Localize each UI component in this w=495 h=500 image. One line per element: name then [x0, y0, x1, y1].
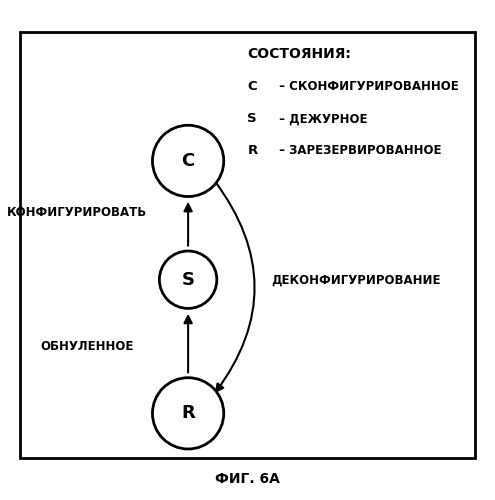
Circle shape: [159, 251, 217, 308]
Text: S: S: [182, 270, 195, 288]
Text: C: C: [248, 80, 257, 93]
Text: ФИГ. 6А: ФИГ. 6А: [215, 472, 280, 486]
Text: – ЗАРЕЗЕРВИРОВАННОЕ: – ЗАРЕЗЕРВИРОВАННОЕ: [275, 144, 441, 158]
Text: КОНФИГУРИРОВАТЬ: КОНФИГУРИРОВАТЬ: [6, 206, 147, 220]
Text: ОБНУЛЕННОЕ: ОБНУЛЕННОЕ: [40, 340, 133, 353]
Text: – ДЕЖУРНОЕ: – ДЕЖУРНОЕ: [275, 112, 367, 126]
Text: S: S: [248, 112, 257, 126]
Circle shape: [152, 378, 224, 449]
Text: C: C: [182, 152, 195, 170]
Bar: [20, 32, 475, 458]
Circle shape: [152, 126, 224, 196]
Text: ДЕКОНФИГУРИРОВАНИЕ: ДЕКОНФИГУРИРОВАНИЕ: [272, 273, 441, 286]
FancyArrowPatch shape: [215, 181, 254, 392]
Text: – СКОНФИГУРИРОВАННОЕ: – СКОНФИГУРИРОВАННОЕ: [275, 80, 458, 93]
Text: СОСТОЯНИЯ:: СОСТОЯНИЯ:: [248, 48, 351, 62]
Text: R: R: [248, 144, 258, 158]
Text: R: R: [181, 404, 195, 422]
